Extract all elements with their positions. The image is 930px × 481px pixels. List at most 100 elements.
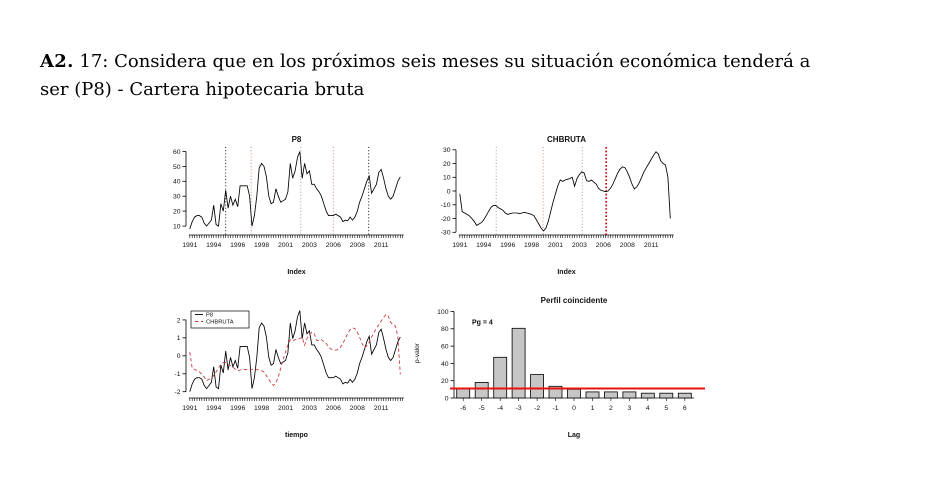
axis-text: -2 bbox=[534, 405, 540, 412]
bar-lag-5 bbox=[659, 392, 674, 399]
axis-text: 2008 bbox=[350, 405, 365, 412]
axis-text: 10 bbox=[173, 224, 181, 231]
axis-text: 2006 bbox=[326, 242, 341, 249]
heading-text: 17: Considera que en los próximos seis m… bbox=[40, 51, 811, 101]
axis-text: 1 bbox=[177, 335, 181, 342]
axis-text: -5 bbox=[479, 405, 485, 412]
axis-text: 50 bbox=[173, 164, 181, 171]
axis-text: 5 bbox=[664, 405, 668, 412]
legend-label: P8 bbox=[206, 313, 213, 319]
axis-text: 2006 bbox=[596, 242, 611, 249]
axis-text: 20 bbox=[441, 378, 449, 385]
axis-text: 40 bbox=[173, 179, 181, 186]
legend-label: CHBRUTA bbox=[206, 320, 234, 326]
axis-text: 2011 bbox=[374, 242, 389, 249]
bar-lag--5 bbox=[474, 382, 489, 399]
axis-text: 1996 bbox=[500, 242, 515, 249]
x-axis-label: Lag bbox=[568, 432, 580, 439]
p-value-bars bbox=[456, 327, 692, 399]
panel-title: Perfil coincidente bbox=[541, 296, 608, 305]
bar-lag--1 bbox=[548, 385, 563, 399]
axis-text: 2008 bbox=[620, 242, 635, 249]
bar-lag--3 bbox=[511, 327, 526, 399]
axis-text: 40 bbox=[441, 361, 449, 368]
axes bbox=[182, 319, 404, 401]
axis-text: 0 bbox=[572, 405, 576, 412]
axis-text: 0 bbox=[445, 395, 449, 402]
axis-text: -30 bbox=[441, 230, 451, 237]
axis-text: 1994 bbox=[206, 242, 221, 249]
bar-lag-3 bbox=[622, 391, 637, 399]
standardized-comparison-chart: -2 -1 0 1 2 1991 1994 1996 1998 2001 2003 2006 2008 2… bbox=[174, 310, 404, 439]
axes bbox=[182, 151, 404, 238]
chbruta-line-chart: -30 -20 -10 0 10 20 30 1991 1994 1996 1998 2001 2003… bbox=[441, 135, 674, 276]
axis-text: 20 bbox=[443, 161, 451, 168]
panel-title: CHBRUTA bbox=[547, 135, 586, 144]
bar-lag-6 bbox=[677, 392, 692, 399]
axis-text: 0 bbox=[447, 188, 451, 195]
axis-text: 1 bbox=[591, 405, 595, 412]
axis-text: 2001 bbox=[548, 242, 563, 249]
section-heading: A2. 17: Considera que en los próximos se… bbox=[40, 48, 812, 104]
axis-text: 1991 bbox=[452, 242, 467, 249]
P8-line bbox=[189, 151, 401, 230]
bar-lag--6 bbox=[456, 388, 471, 399]
axis-text: 1991 bbox=[182, 242, 197, 249]
axis-text: 2003 bbox=[572, 242, 587, 249]
axis-text: 0 bbox=[177, 353, 181, 360]
axis-text: 2001 bbox=[278, 405, 293, 412]
figure-panel-grid: 10 20 30 40 50 60 1991 1994 1996 1998 2001 2003 2006… bbox=[150, 133, 770, 453]
panel-title: P8 bbox=[292, 135, 302, 144]
axes bbox=[452, 149, 674, 238]
CHBRUTA-line bbox=[459, 151, 671, 232]
axis-text: 2008 bbox=[350, 242, 365, 249]
axis-text: 1996 bbox=[230, 405, 245, 412]
axis-text: 2001 bbox=[278, 242, 293, 249]
CHBRUTA-standardized-line bbox=[189, 313, 401, 387]
p8-line-chart: 10 20 30 40 50 60 1991 1994 1996 1998 2001 2003 2006… bbox=[173, 135, 404, 276]
bar-lag-1 bbox=[585, 391, 600, 399]
axis-text: 20 bbox=[173, 209, 181, 216]
axis-text: 100 bbox=[437, 309, 449, 316]
axis-text: 1994 bbox=[476, 242, 491, 249]
axis-text: -4 bbox=[497, 405, 503, 412]
heading-number: A2. bbox=[40, 51, 74, 72]
axis-text: -20 bbox=[441, 216, 451, 223]
x-axis-label: Index bbox=[557, 269, 575, 276]
axis-text: 4 bbox=[646, 405, 650, 412]
axis-text: 1998 bbox=[254, 405, 269, 412]
axis-text: -1 bbox=[552, 405, 558, 412]
axis-text: 60 bbox=[441, 344, 449, 351]
axis-text: 2011 bbox=[644, 242, 659, 249]
axis-text: 2003 bbox=[302, 242, 317, 249]
axis-text: 30 bbox=[173, 194, 181, 201]
axis-text: -2 bbox=[174, 389, 180, 396]
axis-text: 80 bbox=[441, 326, 449, 333]
axis-text: 2 bbox=[609, 405, 613, 412]
axis-text: 1998 bbox=[524, 242, 539, 249]
axis-text: 2011 bbox=[374, 405, 389, 412]
axis-text: 10 bbox=[443, 175, 451, 182]
axis-text: 1991 bbox=[182, 405, 197, 412]
axis-text: 30 bbox=[443, 147, 451, 154]
x-axis-label: tiempo bbox=[285, 432, 308, 439]
axis-text: 1996 bbox=[230, 242, 245, 249]
axis-text: 3 bbox=[628, 405, 632, 412]
axis-text: -10 bbox=[441, 202, 451, 209]
bar-lag-0 bbox=[567, 388, 581, 399]
axis-text: -6 bbox=[460, 405, 466, 412]
bar-lag-2 bbox=[603, 391, 618, 399]
y-axis-label: p-valor bbox=[414, 342, 421, 363]
axis-text: -1 bbox=[174, 371, 180, 378]
axis-text: 1994 bbox=[206, 405, 221, 412]
axis-text: 2 bbox=[177, 317, 181, 324]
axis-text: 2003 bbox=[302, 405, 317, 412]
axis-text: 1998 bbox=[254, 242, 269, 249]
axis-text: -3 bbox=[516, 405, 522, 412]
axis-text: 2006 bbox=[326, 405, 341, 412]
axis-text: 6 bbox=[683, 405, 687, 412]
bar-lag--2 bbox=[530, 374, 544, 399]
bar-lag-4 bbox=[640, 392, 655, 399]
